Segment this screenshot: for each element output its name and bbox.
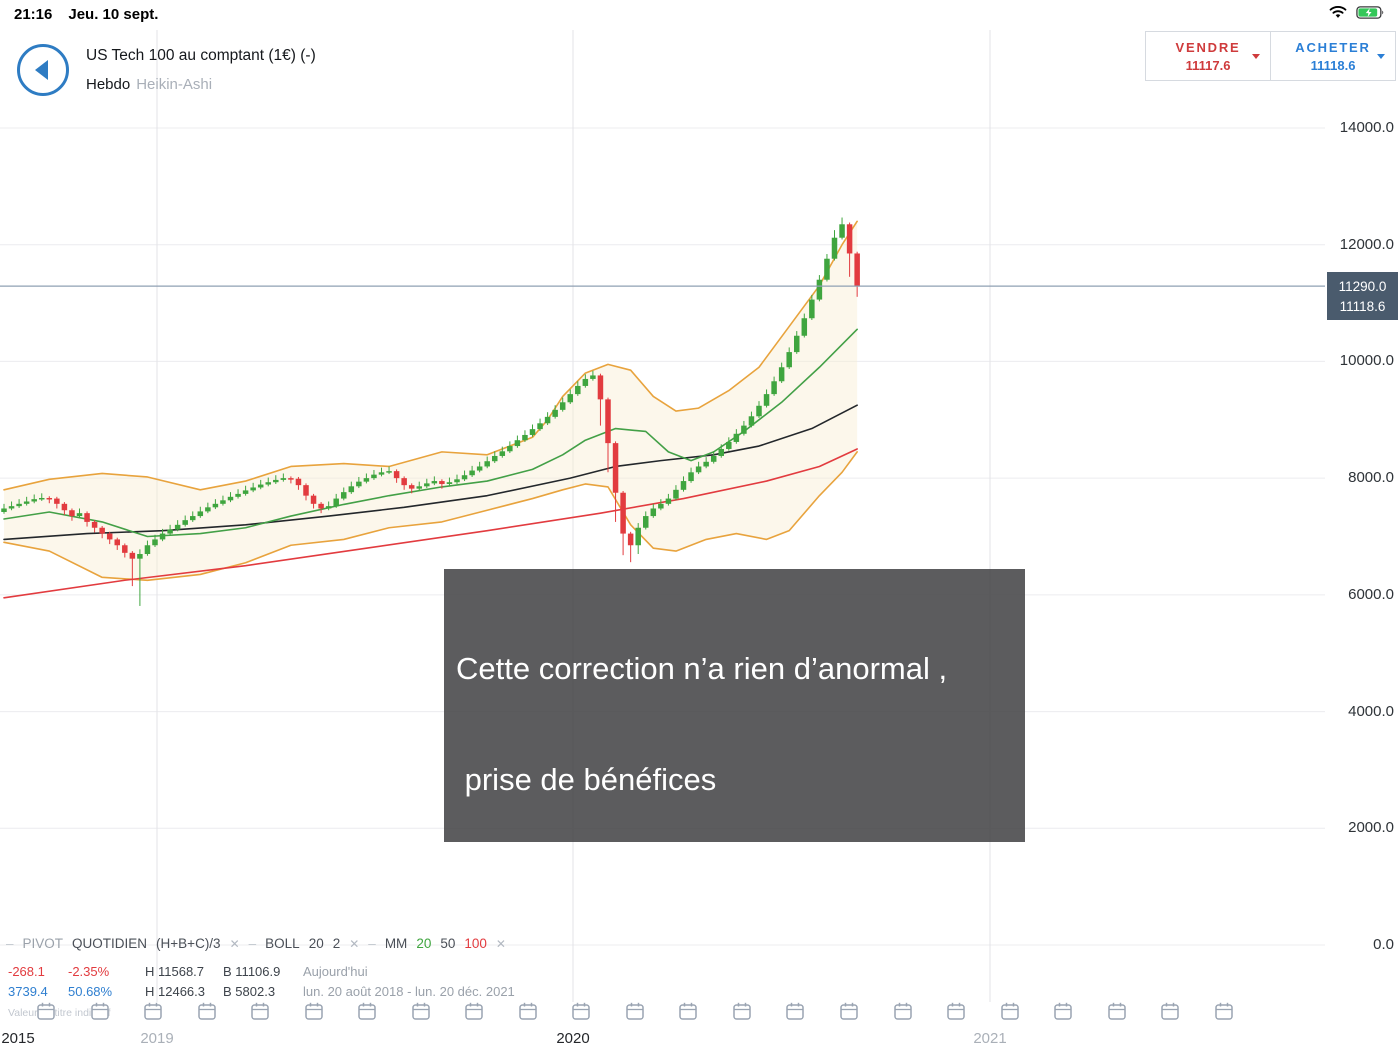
disclaimer: Valeurs à titre indicatif (8, 1007, 111, 1019)
indicator-mm-20[interactable]: 20 (416, 936, 432, 951)
price-tick-label: 6000.0 (1348, 585, 1394, 603)
trade-buttons: VENDRE 11117.6 ACHETER 11118.6 (1145, 31, 1396, 81)
battery-charging-icon (1356, 5, 1386, 24)
caption-overlay: Cette correction n’a rien d’anormal , pr… (444, 569, 1025, 842)
caption-line-1: Cette correction n’a rien d’anormal , (456, 651, 948, 686)
today-high: H 11568.7 (145, 963, 205, 979)
calendar-icon[interactable] (571, 1001, 591, 1021)
clock: 21:16 (14, 5, 53, 23)
year-label: 2021 (973, 1030, 1007, 1047)
indicator-mm-50[interactable]: 50 (440, 936, 456, 951)
range-high: H 12466.3 (145, 983, 205, 999)
range-low: B 5802.3 (223, 983, 276, 999)
calendar-icon[interactable] (411, 1001, 431, 1021)
buy-button[interactable]: ACHETER 11118.6 (1270, 32, 1395, 80)
status-bar: 21:16 Jeu. 10 sept. (0, 0, 1400, 28)
sell-button[interactable]: VENDRE 11117.6 (1146, 32, 1270, 80)
separator: – (368, 936, 376, 951)
caret-down-icon (1252, 54, 1260, 59)
calendar-icon[interactable] (90, 1001, 110, 1021)
calendar-icon[interactable] (36, 1001, 56, 1021)
wifi-icon (1327, 4, 1349, 24)
instrument-header: US Tech 100 au comptant (1€) (-) Hebdo He… (86, 47, 316, 93)
year-label: 2020 (556, 1030, 590, 1047)
year-label: 2015 (1, 1030, 35, 1047)
calendar-icon[interactable] (678, 1001, 698, 1021)
price-axis[interactable]: 14000.0 12000.0 10000.0 8000.0 6000.0 4000.0 2… (1314, 0, 1394, 1050)
year-label: 2019 (140, 1030, 174, 1047)
back-button[interactable] (17, 44, 69, 96)
calendar-icon[interactable] (893, 1001, 913, 1021)
indicator-mm-name[interactable]: MM (384, 936, 408, 951)
calendar-icon[interactable] (518, 1001, 538, 1021)
instrument-title: US Tech 100 au comptant (1€) (-) (86, 47, 316, 64)
calendar-icon[interactable] (464, 1001, 484, 1021)
calendar-icon[interactable] (625, 1001, 645, 1021)
buy-price: 11118.6 (1310, 57, 1356, 73)
today-period: Aujourd'hui (303, 963, 368, 979)
stats-today-row: -268.1 -2.35% H 11568.7 B 11106.9 Aujour… (8, 961, 515, 981)
price-tick-label: 8000.0 (1348, 469, 1394, 487)
chart-type-label[interactable]: Heikin-Ashi (136, 76, 213, 93)
calendar-icon[interactable] (1107, 1001, 1127, 1021)
indicator-pivot-formula[interactable]: (H+B+C)/3 (156, 936, 221, 951)
calendar-icon[interactable] (1000, 1001, 1020, 1021)
price-level-tag: 11290.0 (1327, 272, 1398, 301)
indicator-pivot-mode[interactable]: QUOTIDIEN (72, 936, 148, 951)
buy-label: ACHETER (1295, 39, 1371, 55)
stats-range-row: 3739.4 50.68% H 12466.3 B 5802.3 lun. 20… (8, 981, 515, 1001)
separator: – (6, 936, 14, 951)
indicator-bar: – PIVOT QUOTIDIEN (H+B+C)/3 ✕ – BOLL 20 … (6, 936, 506, 951)
price-tick-label: 0.0 (1373, 936, 1394, 953)
range-change: 3739.4 (8, 983, 48, 999)
calendar-icon[interactable] (250, 1001, 270, 1021)
remove-mm-button[interactable]: ✕ (495, 936, 506, 951)
today-low: B 11106.9 (223, 963, 281, 979)
price-tick-label: 12000.0 (1339, 235, 1394, 253)
range-period: lun. 20 août 2018 - lun. 20 déc. 2021 (303, 983, 515, 999)
remove-pivot-button[interactable]: ✕ (229, 936, 240, 951)
today-pct: -2.35% (68, 963, 110, 979)
indicator-boll-period[interactable]: 20 (308, 936, 324, 951)
calendar-icon[interactable] (839, 1001, 859, 1021)
price-tick-label: 14000.0 (1339, 119, 1394, 136)
caret-down-icon (1377, 54, 1385, 59)
timeline-calendar-row (36, 1001, 1234, 1021)
today-change: -268.1 (8, 963, 45, 979)
indicator-pivot-name[interactable]: PIVOT (22, 936, 64, 951)
indicator-boll-dev[interactable]: 2 (332, 936, 341, 951)
separator: – (248, 936, 257, 951)
caption-line-2: prise de bénéfices (456, 762, 717, 797)
date: Jeu. 10 sept. (68, 5, 159, 23)
calendar-icon[interactable] (785, 1001, 805, 1021)
sell-price: 11117.6 (1185, 57, 1231, 73)
remove-boll-button[interactable]: ✕ (349, 936, 360, 951)
calendar-icon[interactable] (143, 1001, 163, 1021)
calendar-icon[interactable] (197, 1001, 217, 1021)
price-tick-label: 2000.0 (1348, 819, 1394, 837)
calendar-icon[interactable] (1214, 1001, 1234, 1021)
calendar-icon[interactable] (357, 1001, 377, 1021)
indicator-mm-100[interactable]: 100 (464, 936, 487, 951)
session-stats: -268.1 -2.35% H 11568.7 B 11106.9 Aujour… (8, 961, 515, 1001)
price-tick-label: 4000.0 (1348, 702, 1394, 720)
back-arrow-icon (35, 60, 48, 80)
sell-label: VENDRE (1175, 39, 1241, 55)
calendar-icon[interactable] (304, 1001, 324, 1021)
indicator-boll-name[interactable]: BOLL (265, 936, 300, 951)
calendar-icon[interactable] (732, 1001, 752, 1021)
calendar-icon[interactable] (1160, 1001, 1180, 1021)
price-tick-label: 10000.0 (1339, 352, 1394, 370)
calendar-icon[interactable] (946, 1001, 966, 1021)
calendar-icon[interactable] (1053, 1001, 1073, 1021)
range-pct: 50.68% (68, 983, 113, 999)
timeframe-label[interactable]: Hebdo (86, 76, 131, 93)
